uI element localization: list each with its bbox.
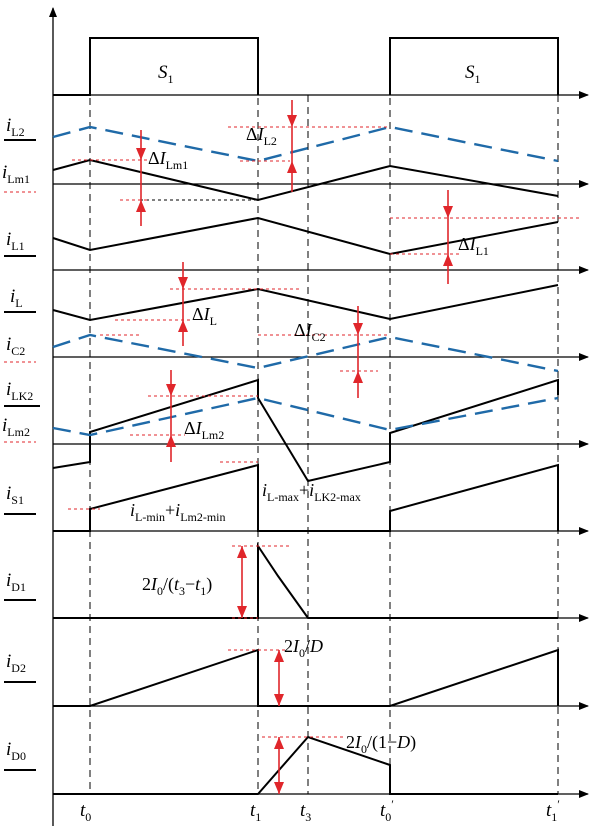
waveform-iS1: [53, 463, 559, 532]
svg-text:iLK2: iLK2: [6, 379, 33, 403]
waveform-iL2: [52, 125, 559, 163]
time-label-t1: t1: [250, 800, 261, 824]
svg-text:iL2: iL2: [6, 115, 25, 139]
label-delta-iLm2: ΔILm2: [184, 418, 224, 442]
delta-arrow-iD2: [274, 650, 284, 706]
waveform-iLm1: [52, 158, 559, 202]
time-label-t3: t3: [300, 800, 311, 824]
time-label-t0: t0: [80, 800, 91, 824]
delta-arrow-iL: [178, 262, 188, 346]
waveform-iL: [52, 284, 559, 322]
row-label-iLK2: iLK2: [4, 379, 40, 407]
gate-label-s1-second: S1: [465, 62, 481, 86]
label-peak-current: iL-max+iLK2-max: [262, 480, 361, 504]
row-label-iD1: iD1: [4, 570, 36, 601]
label-delta-iL1: ΔIL1: [458, 234, 489, 258]
svg-text:iL: iL: [10, 286, 23, 310]
gate-label-s1: S1: [158, 62, 174, 86]
delta-arrow-iLm2: [166, 370, 176, 462]
delta-arrow-iD0: [274, 737, 284, 794]
time-label-t1-prime: t1′: [546, 797, 560, 824]
label-delta-iL2: ΔIL2: [246, 124, 277, 148]
row-label-iL: iL: [4, 286, 36, 313]
label-valley-current: iL-min+iLm2-min: [130, 500, 226, 524]
row-label-iL2: iL2: [4, 115, 36, 141]
reference-lines: [68, 126, 580, 738]
delta-arrow-iL1: [443, 190, 453, 284]
waveform-iD2: [53, 648, 559, 707]
row-label-iS1: iS1: [4, 483, 36, 515]
svg-text:iD2: iD2: [6, 651, 26, 675]
delta-arrow-iD1: [237, 546, 247, 618]
waveform-iD1: [53, 542, 558, 619]
svg-text:iLm1: iLm1: [2, 162, 30, 186]
row-label-iD2: iD2: [4, 651, 36, 683]
svg-text:iD0: iD0: [6, 739, 26, 763]
svg-text:iD1: iD1: [6, 570, 26, 594]
row-label-iLm1: iLm1: [2, 162, 36, 193]
label-formula-iD1: 2I0/(t3−t1): [142, 574, 212, 598]
label-delta-iL: ΔIL: [192, 304, 217, 328]
delta-arrow-iLm1: [136, 130, 146, 226]
waveform-iC2: [52, 333, 559, 373]
waveform-iL1: [52, 216, 559, 256]
delta-arrow-iC2: [353, 306, 363, 398]
gate-pulse-2: [389, 37, 559, 95]
svg-text:iLm2: iLm2: [2, 415, 30, 439]
gate-pulse-1: [53, 37, 259, 96]
row-label-iC2: iC2: [4, 334, 36, 363]
row-label-iD0: iD0: [4, 739, 36, 771]
svg-text:iL1: iL1: [6, 229, 25, 253]
label-delta-iC2: ΔIC2: [294, 320, 326, 344]
waveform-iLK2: [52, 378, 559, 483]
label-formula-iD2: 2I0/D: [284, 636, 323, 660]
label-delta-iLm1: ΔILm1: [148, 148, 188, 172]
time-label-t0-prime: t0′: [380, 797, 394, 824]
label-formula-iD0: 2I0/(1−D): [346, 732, 416, 756]
svg-text:iC2: iC2: [6, 334, 25, 358]
row-label-iLm2: iLm2: [2, 415, 36, 443]
delta-arrow-iL2: [287, 100, 297, 192]
row-label-iL1: iL1: [4, 229, 36, 257]
svg-text:iS1: iS1: [6, 483, 24, 507]
waveform-iD0: [53, 735, 558, 795]
